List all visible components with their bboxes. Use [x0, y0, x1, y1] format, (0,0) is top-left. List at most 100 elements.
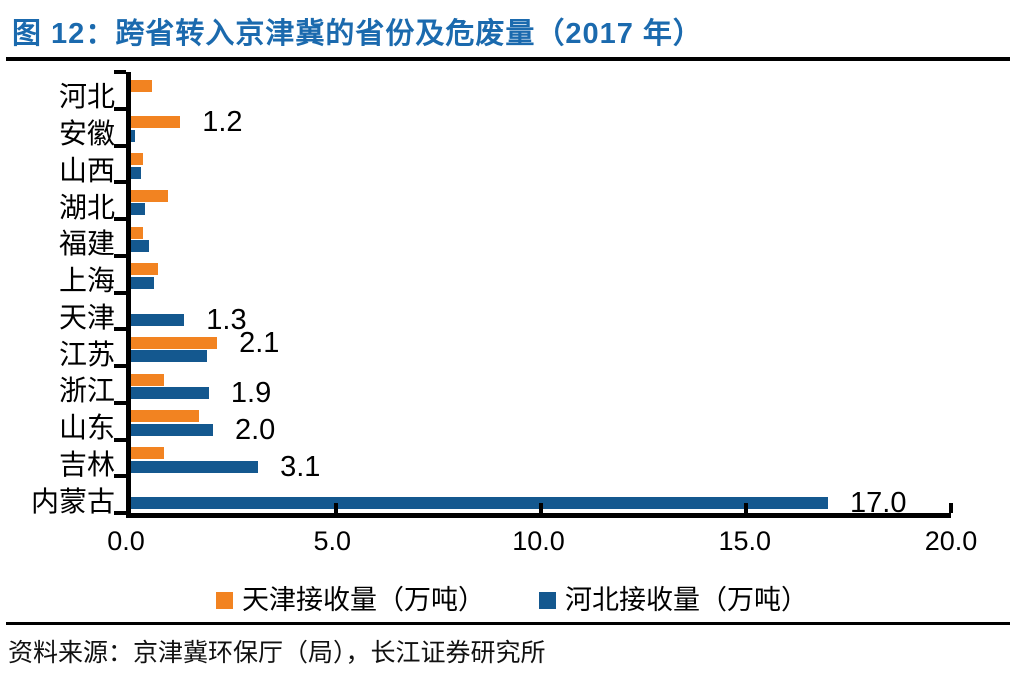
bar-hebei	[131, 276, 154, 289]
bar-tianjin	[131, 373, 164, 386]
bar-tianjin	[131, 79, 152, 92]
x-axis-labels: 0.0 5.0 10.0 15.0 20.0	[107, 526, 977, 558]
divider-top	[6, 57, 1010, 61]
bar-group: 1.2	[131, 108, 951, 146]
category-label: 内蒙古	[30, 485, 115, 517]
y-axis-tick	[114, 106, 126, 111]
bar-group	[131, 72, 951, 109]
bar-tianjin	[131, 116, 181, 129]
y-axis-tick	[114, 400, 126, 405]
y-axis-tick	[114, 143, 126, 148]
x-axis-tick	[539, 503, 543, 513]
bar-row	[131, 447, 951, 459]
bar-row	[131, 300, 951, 312]
legend-swatch	[216, 591, 233, 609]
x-axis-tick	[949, 503, 953, 513]
category-label: 河北	[58, 81, 115, 113]
bar-hebei	[131, 129, 136, 142]
bar-group	[131, 146, 951, 183]
bar-hebei	[131, 460, 259, 473]
legend-item-tianjin: 天津接收量（万吨）	[216, 585, 485, 615]
category-label: 山东	[58, 412, 115, 444]
legend-label: 天津接收量（万吨）	[242, 585, 485, 615]
y-axis-tick	[114, 437, 126, 442]
legend: 天津接收量（万吨） 河北接收量（万吨）	[0, 585, 1024, 615]
bar-hebei	[131, 203, 146, 216]
category-label: 山西	[58, 154, 115, 186]
category-label: 上海	[58, 265, 115, 297]
bar-row: 17.0	[131, 489, 951, 518]
bar-group	[131, 219, 951, 256]
y-axis-tick	[114, 217, 126, 221]
y-axis-tick	[114, 474, 126, 479]
bar-row	[131, 79, 951, 92]
bar-group: 1.3	[131, 293, 951, 334]
plot-area: 1.2 1.3 2.1 1.9 2.0 3.1 17.0	[114, 70, 953, 518]
y-axis-tick	[114, 253, 126, 258]
bar-row: 2.0	[131, 415, 951, 444]
bar-row	[131, 410, 951, 423]
x-axis-tick	[334, 503, 338, 513]
bar-row: 1.9	[131, 379, 951, 408]
bar-row: 1.2	[131, 108, 951, 137]
y-axis-tick	[114, 511, 126, 515]
bar-group	[131, 256, 951, 293]
bar-tianjin	[131, 153, 144, 165]
x-axis-tick	[744, 503, 748, 513]
bar-tianjin	[131, 226, 144, 239]
bar-group: 3.1	[131, 440, 951, 481]
y-axis-tick	[114, 180, 126, 185]
x-tick-label: 10.0	[512, 526, 565, 556]
bar-hebei	[131, 166, 142, 179]
category-label: 福建	[58, 228, 115, 260]
bar-row: 1.3	[131, 305, 951, 334]
bar-row	[131, 263, 951, 276]
bar-group: 2.1	[131, 328, 951, 366]
bar-hebei	[131, 497, 828, 510]
divider-bottom	[6, 622, 1010, 625]
x-tick-label: 20.0	[924, 526, 978, 556]
bar-row	[131, 240, 951, 252]
bar-row	[131, 166, 951, 179]
bar-row: 2.1	[131, 328, 951, 357]
bar-row	[131, 226, 951, 239]
bar-row	[131, 350, 951, 363]
category-label: 吉林	[58, 448, 115, 480]
bar-tianjin	[131, 336, 218, 349]
x-tick-label: 15.0	[718, 526, 772, 556]
bar-group: 17.0	[131, 476, 951, 518]
bar-row	[131, 93, 951, 105]
y-axis-tick	[114, 327, 126, 332]
bar-row	[131, 276, 951, 289]
bar-group: 1.9	[131, 366, 951, 408]
legend-swatch	[539, 591, 556, 609]
bar-tianjin	[131, 447, 164, 459]
bar-hebei	[131, 240, 150, 252]
bar-row	[131, 203, 951, 216]
source-note: 资料来源：京津冀环保厅（局），长江证券研究所	[8, 639, 546, 667]
bar-tianjin	[131, 410, 199, 423]
bar-hebei	[131, 350, 207, 363]
x-tick-label: 0.0	[107, 526, 145, 556]
bar-hebei	[131, 313, 185, 326]
category-label: 江苏	[58, 338, 115, 370]
bar-row	[131, 129, 951, 142]
y-axis-tick	[114, 364, 126, 368]
category-axis: 河北 安徽 山西 湖北 福建 上海 天津 江苏 浙江 山东 吉林 内蒙古	[0, 72, 121, 515]
legend-label: 河北接收量（万吨）	[565, 585, 808, 615]
bar-row	[131, 484, 951, 496]
bar-row	[131, 189, 951, 202]
bar-group	[131, 182, 951, 219]
category-label: 湖北	[58, 191, 115, 223]
x-tick-label: 5.0	[313, 526, 352, 556]
bar-hebei	[131, 423, 213, 436]
bar-row	[131, 373, 951, 386]
bar-tianjin	[131, 189, 168, 202]
legend-item-hebei: 河北接收量（万吨）	[539, 585, 808, 615]
figure-title: 图 12：跨省转入京津冀的省份及危废量（2017 年）	[12, 18, 703, 50]
bar-group: 2.0	[131, 403, 951, 444]
y-axis-tick	[114, 70, 126, 74]
category-label: 安徽	[58, 118, 115, 150]
bar-row: 3.1	[131, 452, 951, 481]
